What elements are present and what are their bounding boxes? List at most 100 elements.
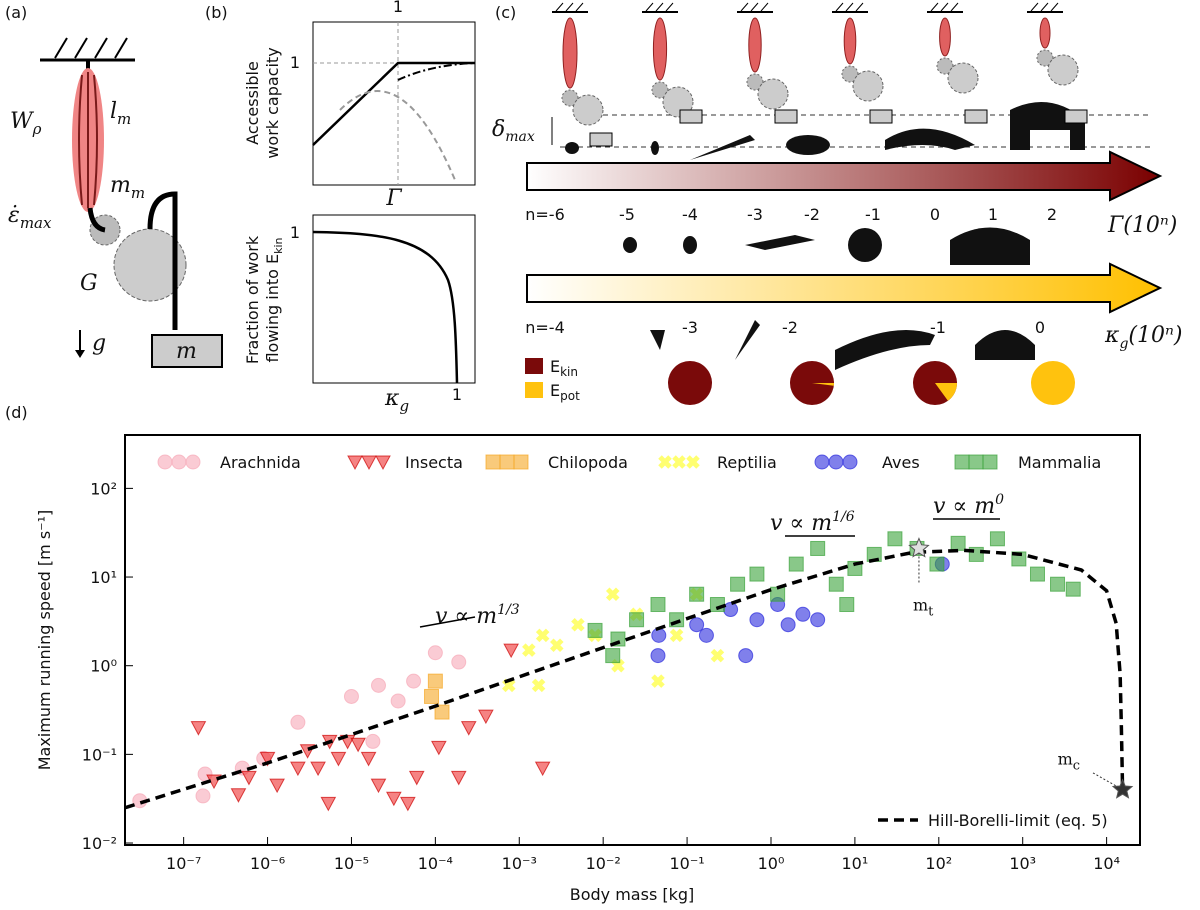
data-point	[738, 648, 754, 664]
tick-label: -2	[804, 205, 820, 224]
data-point	[230, 788, 247, 803]
axis-label: κg(10ⁿ)	[1104, 323, 1182, 352]
tick-label: -3	[747, 205, 763, 224]
data-point	[434, 704, 450, 720]
label: E	[550, 381, 560, 400]
legend-label: Ekin	[550, 357, 578, 379]
label: ε̇	[8, 203, 20, 228]
panel-tag: (d)	[5, 403, 28, 422]
x-tick-label: 10²	[925, 854, 952, 873]
panel-tag: (b)	[205, 3, 228, 22]
muscle	[843, 17, 857, 65]
data-point	[485, 454, 501, 470]
data-point	[370, 778, 387, 794]
legend-label: Mammalia	[1018, 453, 1101, 472]
pie-slice	[812, 383, 834, 386]
data-point	[503, 643, 519, 659]
tick-label: -2	[782, 318, 798, 337]
panel-c: (c) δmax n=-6 -5 -4 -3 -2 -1 0 1 2 Γ(10ⁿ) n=-4 -3 -2…	[492, 2, 1182, 405]
hatch	[645, 2, 674, 12]
data-point	[689, 586, 705, 602]
weight	[679, 109, 703, 124]
tick-label: 1	[988, 205, 998, 224]
label: max	[20, 214, 52, 232]
x-tick-label: 10⁻²	[586, 854, 621, 873]
label: v ∝ m	[933, 494, 995, 519]
y-axis-title: Maximum running speed [m s⁻¹]	[35, 510, 54, 771]
legend-label: Insecta	[405, 453, 463, 472]
tick-label: 1	[393, 0, 403, 16]
data-point	[347, 455, 363, 471]
data-point	[658, 455, 672, 469]
label: κ	[1104, 323, 1120, 348]
data-point	[522, 643, 536, 657]
tick-label: n=-6	[525, 205, 565, 224]
data-point	[788, 556, 804, 572]
legend-label: Epot	[550, 381, 580, 403]
muscle	[562, 17, 578, 89]
data-point	[310, 761, 326, 777]
data-point	[571, 617, 585, 632]
gear	[841, 65, 859, 83]
data-point	[190, 721, 207, 736]
label: 1/3	[497, 602, 520, 618]
data-point	[651, 674, 665, 688]
data-point	[406, 673, 422, 689]
data-point	[427, 673, 443, 689]
tick-label: 1	[290, 223, 300, 242]
label: g	[399, 397, 409, 415]
tick-label: 0	[930, 205, 940, 224]
label: m	[131, 184, 145, 202]
data-point	[686, 455, 700, 469]
data-point	[451, 654, 467, 670]
label: m	[913, 595, 928, 614]
tick-label: 0	[1035, 318, 1045, 337]
data-point	[534, 761, 551, 777]
legend-label: Aves	[882, 453, 920, 472]
panel-tag: (c)	[495, 3, 516, 22]
data-point	[730, 576, 746, 592]
data-point	[749, 566, 765, 582]
y-tick-label: 10⁰	[90, 657, 117, 676]
tick-label: -1	[930, 318, 946, 337]
panel-d: (d) Body mass [kg] Maximum running speed…	[5, 403, 1141, 904]
data-point	[478, 709, 494, 725]
axis-label: flowing into Ekin	[263, 237, 285, 362]
hatch	[930, 2, 959, 12]
data-point	[157, 454, 173, 470]
x-tick-label: 10⁴	[1093, 854, 1120, 873]
data-point	[370, 677, 386, 693]
data-point	[290, 714, 306, 730]
label: kin	[560, 365, 578, 379]
label: kin	[272, 237, 285, 253]
data-point	[989, 531, 1005, 547]
weight	[869, 109, 893, 124]
weight	[774, 109, 798, 124]
data-point	[360, 751, 377, 767]
data-point	[550, 638, 564, 653]
axis-label: Accessible	[243, 61, 262, 145]
x-tick-label: 10⁻³	[502, 854, 537, 873]
muscle	[652, 17, 668, 81]
data-point	[269, 778, 285, 794]
label: δ	[492, 117, 505, 142]
data-point	[361, 455, 377, 471]
data-point	[259, 751, 276, 767]
data-point	[651, 627, 667, 643]
axis-label: work capacity	[263, 47, 282, 158]
axis-label: Γ	[385, 186, 402, 211]
data-point	[1065, 581, 1081, 597]
axis-label: Fraction of work	[243, 235, 262, 364]
data-point	[431, 740, 447, 756]
pie-slice	[935, 383, 957, 401]
gear	[561, 89, 579, 107]
label: v ∝ m	[770, 511, 832, 536]
label: 1/6	[832, 509, 855, 525]
x-axis-title: Body mass [kg]	[570, 885, 695, 904]
data-point	[842, 454, 858, 470]
legend-label: Chilopoda	[548, 453, 628, 472]
data-point	[814, 454, 830, 470]
panel-b: (b) 1 1 Γ Accessible work capacity 1 1 κ…	[205, 0, 476, 415]
pie-slice	[1031, 361, 1075, 405]
